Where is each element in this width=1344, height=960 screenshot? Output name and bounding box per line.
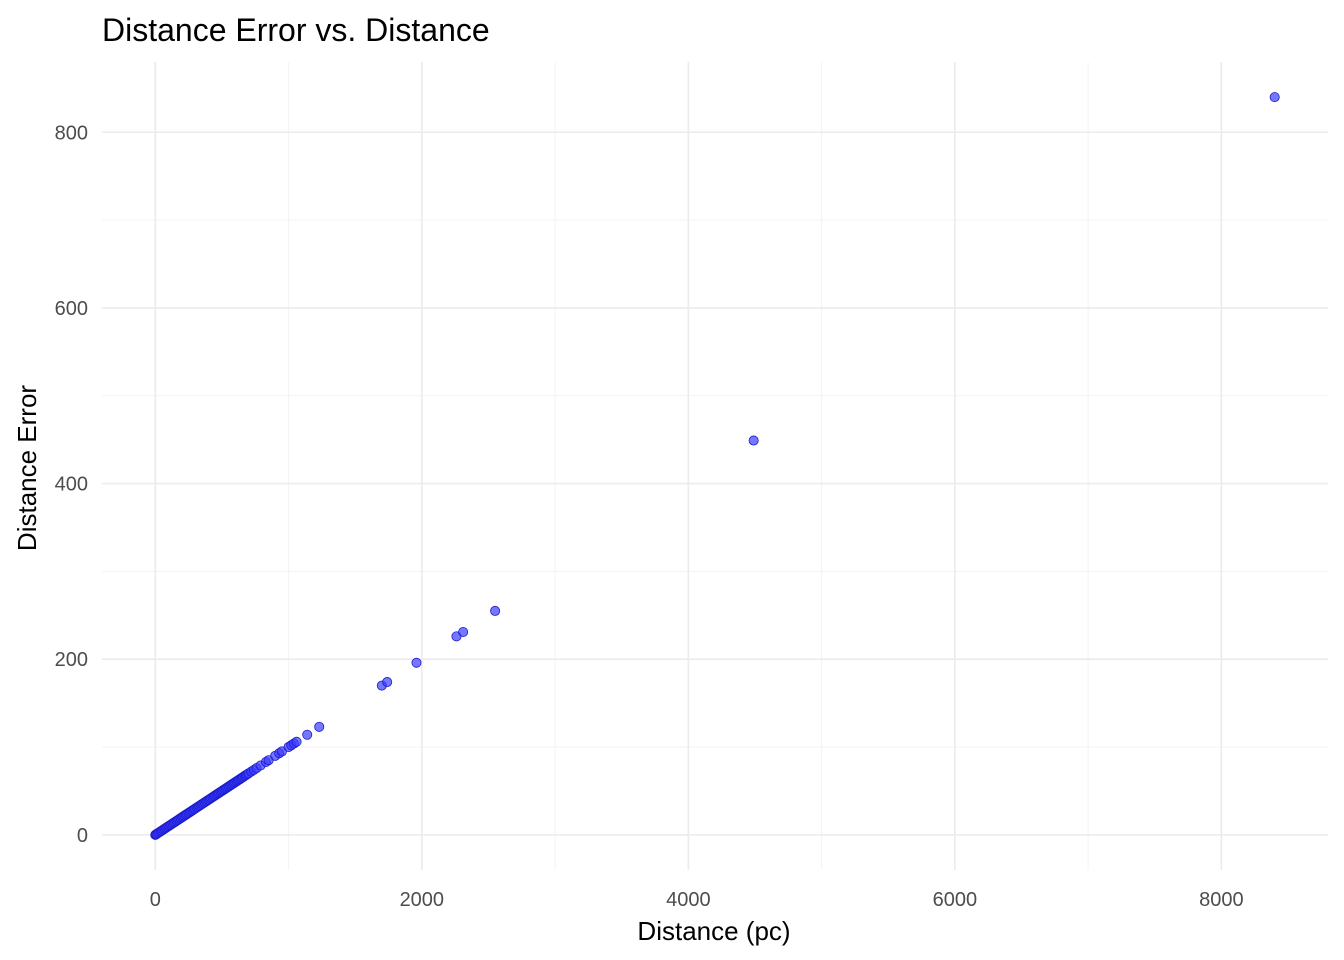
x-axis-ticks: 0 2000 4000 6000 8000 <box>150 889 1244 911</box>
data-point <box>1269 92 1280 103</box>
y-tick-label: 400 <box>55 474 88 496</box>
y-tick-label: 600 <box>55 298 88 320</box>
x-tick-label: 2000 <box>400 889 445 911</box>
y-tick-label: 200 <box>55 649 88 671</box>
data-point <box>490 605 501 616</box>
y-tick-label: 800 <box>55 122 88 144</box>
y-axis-ticks: 0 200 400 600 800 <box>55 122 88 847</box>
y-axis-title: Distance Error <box>12 385 42 551</box>
data-point <box>314 721 325 732</box>
x-tick-label: 6000 <box>933 889 978 911</box>
y-tick-label: 0 <box>77 825 88 847</box>
x-tick-label: 8000 <box>1199 889 1244 911</box>
chart-title: Distance Error vs. Distance <box>102 12 490 48</box>
data-point <box>302 729 313 740</box>
data-point <box>411 657 422 668</box>
data-point <box>382 677 393 688</box>
x-tick-label: 0 <box>150 889 161 911</box>
data-point <box>291 736 302 747</box>
data-point <box>748 435 759 446</box>
x-tick-label: 4000 <box>666 889 711 911</box>
grid <box>102 62 1328 870</box>
points-layer <box>150 92 1280 840</box>
data-point <box>458 626 469 637</box>
x-axis-title: Distance (pc) <box>637 916 790 946</box>
